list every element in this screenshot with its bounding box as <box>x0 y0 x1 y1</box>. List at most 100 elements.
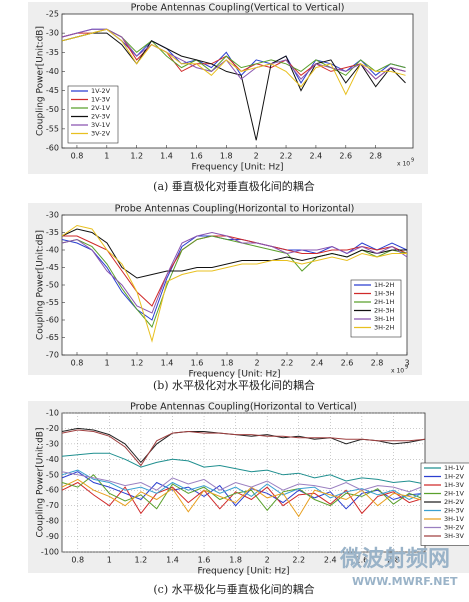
x-tick-label: 1.8 <box>229 556 242 565</box>
y-tick-label: -60 <box>46 316 59 325</box>
caption: (b) 水平极化对水平极化间的耦合 <box>153 378 315 392</box>
y-tick-label: -100 <box>41 548 59 557</box>
legend-label: 2H-3H <box>374 307 395 315</box>
x-tick-label: 1 <box>104 152 109 161</box>
x-tick-label: 2.4 <box>311 359 324 368</box>
plot-area <box>61 412 426 553</box>
legend-label: 3V-1V <box>91 121 111 129</box>
legend-label: 3H-2V <box>444 524 465 532</box>
y-tick-label: -10 <box>46 409 59 418</box>
y-tick-label: -20 <box>46 424 59 433</box>
y-axis-title: Coupling Power[Unit:dB] <box>36 428 46 538</box>
legend-label: 1H-1V <box>444 464 465 472</box>
y-tick-label: -50 <box>46 105 59 114</box>
y-tick-label: -60 <box>46 144 59 153</box>
x-scale-label: x 10 <box>397 161 410 168</box>
y-tick-label: -35 <box>46 228 59 237</box>
legend-label: 3H-1H <box>374 315 395 323</box>
x-tick-label: 1.6 <box>191 359 204 368</box>
x-scale-label: x 10 <box>391 368 404 375</box>
x-tick-label: 2.4 <box>324 556 337 565</box>
y-axis-title: Coupling Power[Unit:dB] <box>36 26 46 136</box>
x-axis-title: Frequency [Unit: Hz] <box>191 163 283 173</box>
watermark-url: WWW.MWRF.NET <box>352 575 458 588</box>
y-tick-label: -40 <box>46 246 59 255</box>
legend-label: 3H-3V <box>444 532 465 540</box>
x-tick-label: 2.2 <box>292 556 305 565</box>
series-line <box>62 235 408 307</box>
x-axis-title: Frequency [Unit: Hz] <box>188 370 280 380</box>
x-tick-label: 2.8 <box>371 359 384 368</box>
series-line <box>61 429 426 467</box>
x-tick-label: 1.6 <box>190 152 203 161</box>
x-tick-label: 2.8 <box>387 556 400 565</box>
y-tick-label: -25 <box>46 10 59 19</box>
legend-label: 3H-2H <box>374 324 395 332</box>
legend-label: 2H-1H <box>374 298 395 306</box>
legend-label: 1V-3V <box>91 96 111 104</box>
x-tick-label: 1.8 <box>221 359 234 368</box>
y-tick-label: -90 <box>46 532 59 541</box>
y-tick-label: -55 <box>46 298 59 307</box>
x-tick-label: 0.8 <box>71 556 84 565</box>
x-tick-label: 1.8 <box>220 152 233 161</box>
y-tick-label: -30 <box>46 439 59 448</box>
y-tick-label: -80 <box>46 517 59 526</box>
y-tick-label: -30 <box>46 211 59 220</box>
x-tick-label: 2.2 <box>280 152 293 161</box>
x-tick-label: 1.4 <box>161 359 174 368</box>
x-tick-label: 1 <box>104 359 109 368</box>
x-tick-label: 0.8 <box>71 359 84 368</box>
y-tick-label: -40 <box>46 67 59 76</box>
x-tick-label: 1.2 <box>130 152 143 161</box>
y-tick-label: -40 <box>46 455 59 464</box>
chart-title: Probe Antennas Coupling(Horizontal to Ve… <box>130 402 357 413</box>
legend-label: 1H-2V <box>444 473 465 481</box>
x-tick-label: 0.8 <box>71 152 84 161</box>
legend-label: 3H-1V <box>444 515 465 523</box>
x-tick-label: 1.6 <box>198 556 211 565</box>
caption: (c) 水平极化与垂直极化间的耦合 <box>153 582 314 596</box>
series-line <box>61 228 407 279</box>
legend-label: 2H-3V <box>444 507 465 515</box>
legend-label: 1H-3V <box>444 481 465 489</box>
x-tick-label: 1.4 <box>160 152 173 161</box>
x-tick-label: 2 <box>254 359 259 368</box>
y-tick-label: -50 <box>46 281 59 290</box>
x-tick-label: 1 <box>107 556 112 565</box>
x-axis-title: Frequency [Unit: Hz] <box>197 567 289 577</box>
x-tick-label: 2.6 <box>341 359 354 368</box>
x-tick-label: 1.2 <box>131 359 144 368</box>
y-tick-label: -50 <box>46 470 59 479</box>
legend-label: 2H-1V <box>444 490 465 498</box>
legend-label: 1V-2V <box>91 87 111 95</box>
chart-title: Probe Antennas Coupling(Vertical to Vert… <box>131 3 345 14</box>
y-tick-label: -70 <box>46 501 59 510</box>
x-scale-exponent: 9 <box>405 365 408 371</box>
chart-title: Probe Antennas Coupling(Horizontal to Ho… <box>115 204 355 215</box>
legend-label: 2V-1V <box>91 104 111 112</box>
y-axis-title: Coupling Power[Unit:dB] <box>36 230 46 340</box>
x-tick-label: 2.2 <box>281 359 294 368</box>
series-line <box>61 471 426 493</box>
watermark-title: 微波射频网 <box>339 546 450 572</box>
x-tick-label: 1.4 <box>166 556 179 565</box>
legend-label: 1H-2H <box>374 281 395 289</box>
x-tick-label: 2.6 <box>339 152 352 161</box>
legend-label: 3V-2V <box>91 130 111 138</box>
series-line <box>61 231 408 314</box>
y-tick-label: -45 <box>46 263 59 272</box>
series-line <box>61 478 426 518</box>
series-line <box>61 32 406 141</box>
series-line <box>61 224 407 343</box>
legend-label: 1H-3H <box>374 290 395 298</box>
y-tick-label: -70 <box>46 351 59 360</box>
x-tick-label: 2.8 <box>369 152 382 161</box>
series-line <box>61 28 406 96</box>
legend-label: 2H-2V <box>444 498 465 506</box>
x-scale-exponent: 9 <box>411 158 414 164</box>
chart: Probe Antennas Coupling(Horizontal to Ve… <box>28 401 469 596</box>
series-line <box>61 28 406 80</box>
caption: (a) 垂直极化对垂直极化间的耦合 <box>153 179 315 193</box>
